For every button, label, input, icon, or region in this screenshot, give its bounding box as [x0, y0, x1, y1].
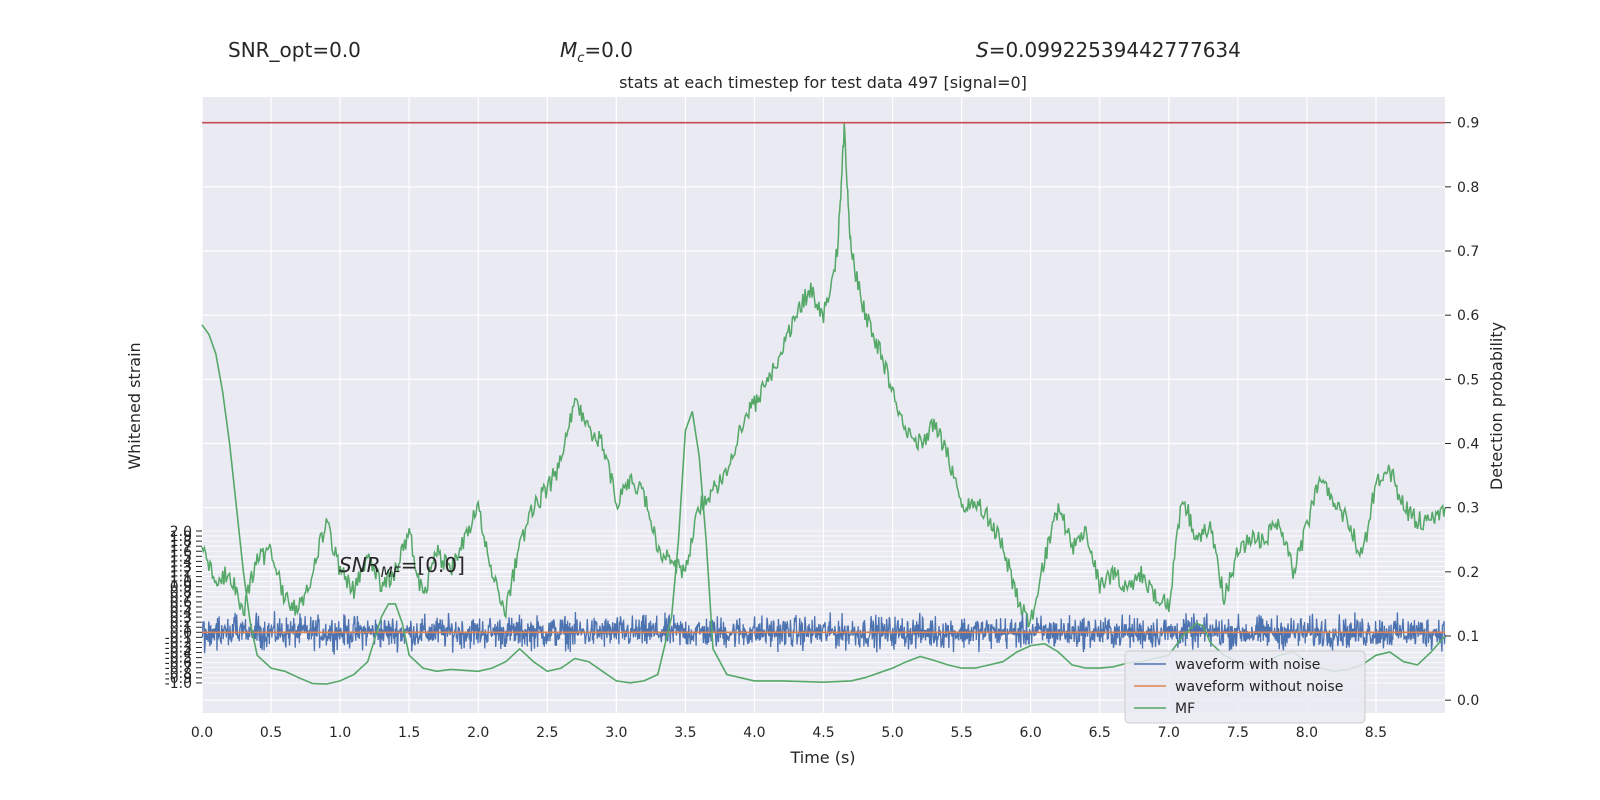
left-tick-label: 1.7 — [170, 539, 192, 555]
left-tick-label: 1.0 — [170, 575, 192, 591]
x-tick-label: 8.5 — [1365, 725, 1387, 741]
x-tick-label: 0.5 — [260, 725, 282, 741]
s-stat-label: S=0.09922539442777634 — [976, 38, 1241, 62]
left-tick-label: -0.3 — [165, 640, 192, 656]
left-tick-label: 1.6 — [170, 544, 192, 560]
x-tick-label: 1.0 — [329, 725, 351, 741]
left-tick-label: 1.5 — [170, 549, 192, 565]
x-tick-label: 0.0 — [191, 725, 213, 741]
x-tick-label: 8.0 — [1296, 725, 1318, 741]
chirp-mass-value: =0.0 — [584, 38, 633, 62]
x-tick-label: 1.5 — [398, 725, 420, 741]
left-tick-label: 1.1 — [170, 570, 192, 586]
right-tick-label: 0.4 — [1457, 437, 1479, 453]
left-tick-label: -0.6 — [165, 656, 192, 672]
legend-label-noise: waveform with noise — [1175, 657, 1320, 673]
snr-opt-label: SNR_opt=0.0 — [228, 38, 361, 62]
left-axis-ticks: -1.0-0.9-0.8-0.7-0.6-0.5-0.4-0.3-0.2-0.1… — [165, 524, 202, 692]
left-tick-label: -0.8 — [165, 666, 192, 682]
waveform-with-noise-series — [201, 611, 1446, 655]
x-axis-ticks: 0.0 0.5 1.0 1.5 2.0 2.5 3.0 3.5 4.0 4.5 5.0 5.5 6.0 6… — [191, 725, 1387, 741]
right-tick-label: 0.2 — [1457, 565, 1479, 581]
x-tick-label: 3.5 — [674, 725, 696, 741]
left-tick-label: 1.3 — [170, 559, 192, 575]
chirp-mass-symbol: Mc — [560, 38, 585, 66]
right-axis-label: Detection probability — [1487, 322, 1506, 490]
right-tick-label: 0.7 — [1457, 244, 1479, 260]
x-tick-label: 3.0 — [605, 725, 627, 741]
left-tick-label: 0.0 — [170, 625, 192, 641]
x-tick-label: 6.5 — [1089, 725, 1111, 741]
left-tick-label: -0.5 — [165, 651, 192, 667]
x-tick-label: 7.0 — [1158, 725, 1180, 741]
right-axis-ticks: 0.0 0.1 0.2 0.3 0.4 0.5 0.6 0.7 0.8 0.9 — [1445, 116, 1479, 709]
right-tick-label: 0.1 — [1457, 629, 1479, 645]
left-tick-label: -1.0 — [165, 676, 192, 692]
x-tick-label: 7.5 — [1227, 725, 1249, 741]
right-tick-label: 0.5 — [1457, 372, 1479, 388]
right-tick-label: 0.3 — [1457, 501, 1479, 517]
legend-label-clean: waveform without noise — [1175, 679, 1343, 695]
left-tick-label: -0.9 — [165, 671, 192, 687]
x-tick-label: 2.5 — [536, 725, 558, 741]
left-tick-label: 0.7 — [170, 590, 192, 606]
right-tick-label: 0.9 — [1457, 116, 1479, 132]
x-tick-label: 4.0 — [743, 725, 765, 741]
x-tick-label: 4.5 — [812, 725, 834, 741]
right-tick-label: 0.6 — [1457, 308, 1479, 324]
right-tick-label: 0.0 — [1457, 693, 1479, 709]
left-tick-label: 0.9 — [170, 580, 192, 596]
left-tick-label: 1.4 — [170, 554, 192, 570]
detection-line — [201, 123, 1446, 628]
left-tick-label: 1.2 — [170, 565, 192, 581]
left-tick-label: -0.1 — [165, 630, 192, 646]
chirp-mass-label: Mc=0.0 — [560, 38, 633, 66]
left-tick-label: 2.0 — [170, 524, 192, 540]
chart-title: stats at each timestep for test data 497… — [619, 73, 1027, 92]
left-tick-label: 1.9 — [170, 529, 192, 545]
x-tick-label: 5.0 — [881, 725, 903, 741]
snr-mf-annotation: SNRMF=[0.0] — [339, 553, 465, 581]
left-tick-label: -0.4 — [165, 646, 192, 662]
x-tick-label: 5.5 — [950, 725, 972, 741]
left-tick-label: 1.8 — [170, 534, 192, 550]
left-tick-label: 0.5 — [170, 600, 192, 616]
x-tick-label: 2.0 — [467, 725, 489, 741]
left-tick-label: 0.8 — [170, 585, 192, 601]
left-tick-label: -0.7 — [165, 661, 192, 677]
left-axis-label: Whitened strain — [125, 342, 144, 469]
left-tick-label: 0.3 — [170, 610, 192, 626]
s-stat-value: =0.09922539442777634 — [988, 38, 1241, 62]
left-tick-label: 0.4 — [170, 605, 192, 621]
detection-probability-series — [201, 123, 1446, 628]
legend-box — [1124, 650, 1366, 724]
left-tick-label: 0.6 — [170, 595, 192, 611]
right-tick-label: 0.8 — [1457, 180, 1479, 196]
left-tick-label: 0.1 — [170, 620, 192, 636]
legend-label-mf: MF — [1175, 701, 1195, 717]
left-tick-label: 0.2 — [170, 615, 192, 631]
legend: waveform with noise waveform without noi… — [1124, 650, 1366, 724]
x-tick-label: 6.0 — [1020, 725, 1042, 741]
s-stat-symbol: S — [976, 38, 989, 62]
noise-line — [201, 611, 1446, 655]
x-axis-label: Time (s) — [789, 748, 855, 767]
left-tick-label: -0.2 — [165, 635, 192, 651]
